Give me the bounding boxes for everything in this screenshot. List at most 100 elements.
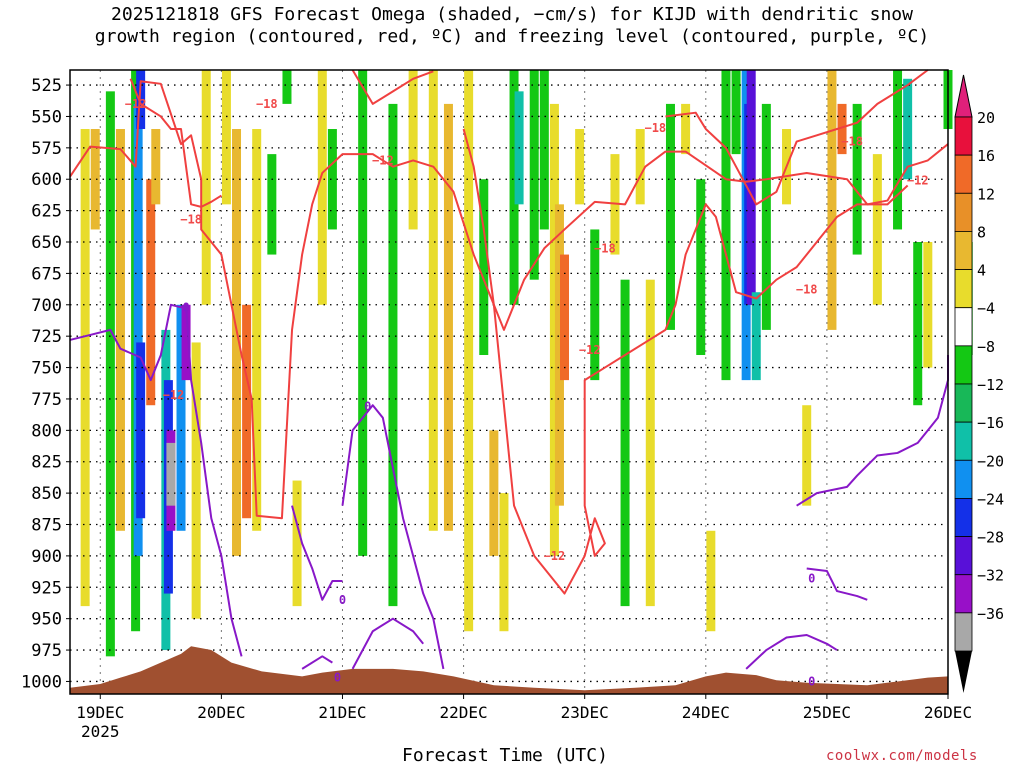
freezing-level-contour: [341, 404, 445, 670]
colorbar-bin: [954, 612, 973, 652]
y-tick-label: 700: [31, 296, 62, 316]
omega-shade-cell: [645, 279, 655, 607]
y-tick-label: 775: [31, 390, 62, 410]
credit-link[interactable]: coolwx.com/models: [826, 748, 978, 764]
omega-shade-cell: [761, 103, 771, 330]
colorbar-label: −4: [977, 300, 995, 318]
contour-label: −18: [594, 241, 616, 255]
dgz-contour-line: [462, 128, 909, 595]
x-tick-label: 26DEC: [924, 703, 972, 722]
colorbar-bin: [954, 307, 973, 347]
contour-label: 0: [339, 593, 346, 607]
omega-shade-cell: [105, 91, 115, 657]
freezing-level-contour: [69, 303, 243, 657]
contour-label: 0: [334, 671, 341, 685]
contour-label: −12: [372, 153, 394, 167]
omega-shade-cell: [509, 70, 519, 305]
contour-label: −18: [796, 283, 818, 297]
omega-shade-cell: [721, 70, 731, 381]
dgz-contour-line: [129, 78, 222, 208]
contour-label: 0: [808, 571, 815, 585]
chart-title-line-2: growth region (contoured, red, ºC) and f…: [94, 26, 930, 47]
y-tick-label: 1000: [21, 672, 62, 692]
dgz-contour-line: [351, 69, 434, 105]
omega-shade-cell: [903, 78, 913, 180]
omega-shade-cell: [115, 129, 125, 531]
omega-shade-cell: [590, 229, 600, 381]
omega-shade-cell: [696, 179, 706, 356]
colorbar-label: 16: [977, 147, 995, 165]
contour-label: −12: [125, 97, 147, 111]
y-tick-label: 575: [31, 139, 62, 159]
colorbar-bin: [954, 536, 973, 576]
omega-shade-cell: [90, 129, 100, 230]
dgz-contour-line: [69, 80, 949, 520]
x-tick-sublabel: 2025: [81, 722, 120, 741]
contour-label: −12: [907, 173, 929, 187]
colorbar-bin: [954, 269, 973, 309]
omega-shade-cell: [464, 70, 474, 632]
omega-shade-cell: [166, 442, 176, 506]
x-axis-title: Forecast Time (UTC): [402, 745, 608, 766]
colorbar-bin: [954, 116, 973, 156]
omega-shade-cell: [317, 70, 327, 305]
x-tick-label: 23DEC: [561, 703, 609, 722]
freezing-level-contour: [301, 655, 333, 670]
contour-label: −18: [841, 135, 863, 149]
omega-shade-cell: [181, 304, 191, 381]
omega-shade-cell: [665, 103, 675, 330]
y-tick-label: 900: [31, 547, 62, 567]
colorbar-label: 8: [977, 223, 986, 241]
colorbar-bin: [954, 192, 973, 232]
omega-shade-cell: [529, 70, 539, 280]
colorbar-bottom-arrow: [955, 651, 972, 693]
omega-shade-cell: [554, 204, 564, 506]
omega-shade-cell: [146, 179, 156, 406]
omega-shade-cell: [232, 129, 242, 556]
x-tick-label: 25DEC: [803, 703, 851, 722]
omega-shade-cell: [136, 70, 146, 130]
omega-shade-cell: [191, 342, 201, 619]
omega-shade-cell: [80, 129, 90, 607]
omega-shade-cell: [136, 342, 146, 519]
colorbar-label: −8: [977, 338, 995, 356]
omega-shade-cell: [292, 480, 302, 607]
colorbar-label: −20: [977, 452, 1004, 470]
omega-shade-cell: [731, 70, 741, 155]
y-tick-label: 850: [31, 484, 62, 504]
colorbar-bin: [954, 459, 973, 499]
x-tick-label: 22DEC: [440, 703, 488, 722]
contour-label: −12: [544, 549, 566, 563]
plot-area: [70, 70, 948, 694]
omega-shade-cell: [201, 70, 211, 305]
freezing-level-contour: [796, 355, 949, 507]
colorbar-bin: [954, 231, 973, 270]
colorbar-label: −28: [977, 529, 1004, 547]
freezing-level-contour: [291, 505, 343, 601]
y-tick-label: 550: [31, 107, 62, 127]
omega-shade-cell: [913, 242, 923, 406]
omega-shade-cell: [358, 70, 368, 556]
y-tick-label: 925: [31, 578, 62, 598]
chart-title-line-1: 2025121818 GFS Forecast Omega (shaded, −…: [111, 4, 913, 25]
y-tick-label: 625: [31, 202, 62, 222]
colorbar-bin: [954, 421, 973, 461]
omega-shade-cell: [428, 70, 438, 531]
y-tick-label: 650: [31, 233, 62, 253]
colorbar-bin: [954, 154, 973, 194]
omega-shade-cell: [802, 405, 812, 506]
omega-shade-cell: [560, 254, 570, 381]
omega-shade-cell: [635, 129, 645, 205]
y-tick-label: 600: [31, 170, 62, 190]
omega-shade-cell: [133, 103, 143, 556]
omega-shade-cell: [746, 70, 756, 305]
omega-shade-cell: [151, 129, 161, 205]
colorbar-label: −16: [977, 414, 1004, 432]
contour-label: 0: [182, 300, 189, 314]
y-tick-label: 950: [31, 610, 62, 630]
omega-shade-cell: [443, 103, 453, 531]
plot-frame: [69, 69, 949, 695]
omega-shade-cell: [539, 70, 549, 230]
omega-shade-cell: [327, 129, 337, 230]
